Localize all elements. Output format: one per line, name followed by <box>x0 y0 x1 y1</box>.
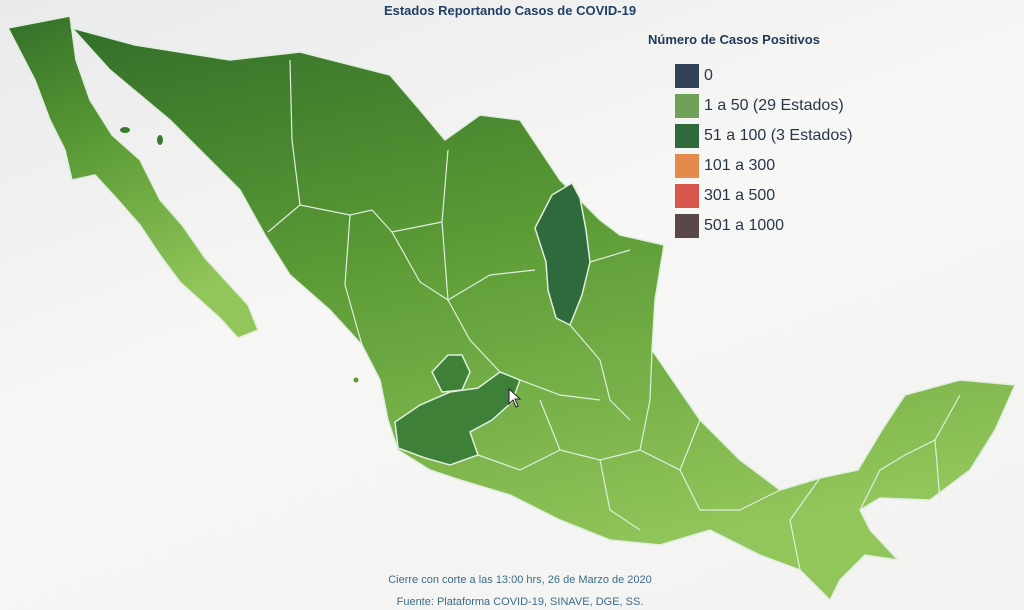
legend-title: Número de Casos Positivos <box>648 32 820 47</box>
legend-swatch <box>675 154 699 178</box>
legend-label: 501 a 1000 <box>704 217 785 234</box>
legend-label: 301 a 500 <box>704 187 776 204</box>
legend-item-1-50: 1 a 50 (29 Estados) <box>642 91 862 121</box>
state-nuevo-leon <box>534 181 591 327</box>
legend-label: 51 a 100 (3 Estados) <box>704 127 853 144</box>
legend-label: 101 a 300 <box>704 157 776 174</box>
legend-label: 0 <box>704 67 713 84</box>
legend-swatch <box>675 214 699 238</box>
legend-item-301-500: 301 a 500 <box>642 181 862 211</box>
legend-item-501-1000: 501 a 1000 <box>642 211 862 241</box>
legend-item-51-100: 51 a 100 (3 Estados) <box>642 121 862 151</box>
cutoff-note: Cierre con corte a las 13:00 hrs, 26 de … <box>388 574 652 586</box>
source-note: Fuente: Plataforma COVID-19, SINAVE, DGE… <box>396 596 644 608</box>
legend-swatch <box>675 184 699 208</box>
legend-label: 1 a 50 (29 Estados) <box>704 97 844 114</box>
legend-swatch <box>675 64 699 88</box>
legend-swatch <box>675 124 699 148</box>
legend-item-0: 0 <box>642 61 862 91</box>
mouse-pointer-icon <box>508 388 522 408</box>
legend-items: 0 1 a 50 (29 Estados) 51 a 100 (3 Estado… <box>642 61 862 241</box>
island <box>353 377 359 383</box>
state-borders <box>267 59 961 571</box>
legend-item-101-300: 101 a 300 <box>642 151 862 181</box>
baja-california-peninsula <box>6 15 259 339</box>
mainland-mexico <box>69 26 1017 602</box>
legend-swatch <box>675 94 699 118</box>
island <box>120 127 130 133</box>
island <box>157 135 163 145</box>
legend: Número de Casos Positivos 0 1 a 50 (29 E… <box>642 32 862 241</box>
map-title: Estados Reportando Casos de COVID-19 <box>383 3 637 18</box>
state-aguascalientes <box>431 354 471 393</box>
